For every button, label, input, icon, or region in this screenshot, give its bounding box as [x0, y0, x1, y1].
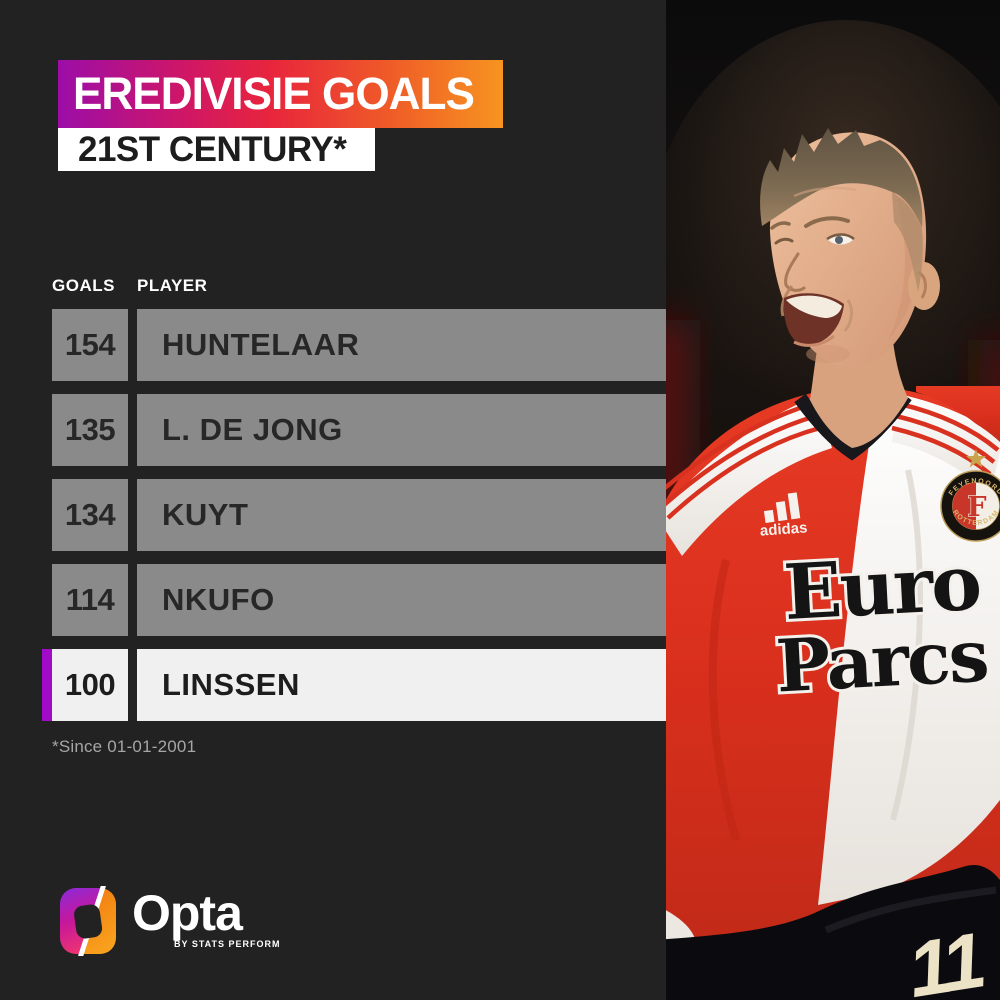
adidas-wordmark: adidas [759, 519, 808, 539]
player-name: LINSSEN [137, 649, 666, 721]
column-header-player: PLAYER [137, 276, 208, 295]
column-header-goals: GOALS [52, 276, 115, 295]
goals-value: 100 [52, 649, 128, 721]
player-name: HUNTELAAR [137, 309, 666, 381]
table-row: 134 KUYT [52, 479, 666, 551]
adidas-shoulder-stripes-left [666, 401, 821, 520]
shorts: 11 [666, 865, 1000, 1000]
table-row: 135 L. DE JONG [52, 394, 666, 466]
table-row: 154 HUNTELAAR [52, 309, 666, 381]
goals-value: 134 [52, 479, 128, 551]
goals-value: 114 [52, 564, 128, 636]
subtitle-banner: 21ST CENTURY* [58, 128, 375, 171]
opta-tagline: BY STATS PERFORM [174, 939, 281, 949]
shirt-hem [666, 910, 696, 943]
highlight-accent-bar [42, 649, 52, 721]
title-banner: EREDIVISIE GOALS [58, 60, 503, 128]
table-row-highlighted: 100 LINSSEN [42, 649, 666, 721]
shirt-sponsor: Euro Parcs [771, 535, 992, 712]
shaved-side [892, 192, 923, 292]
table-header: GOALS PLAYER [52, 276, 666, 295]
sponsor-line2: Parcs [774, 613, 989, 709]
adidas-logo: adidas [759, 492, 808, 540]
player-name: KUYT [137, 479, 666, 551]
sponsor-line1: Euro [782, 538, 982, 637]
shirt-fold [890, 469, 923, 821]
crest-star [966, 449, 986, 468]
player-name: NKUFO [137, 564, 666, 636]
player-head [760, 128, 940, 368]
adidas-shoulder-stripes-right [891, 401, 1000, 476]
svg-text:F: F [967, 492, 986, 523]
feyenoord-crest: F FEYENOORD ROTTERDAM [940, 449, 1000, 542]
nose [784, 252, 806, 292]
opta-logo-icon [60, 886, 116, 956]
hair [760, 128, 923, 228]
short-number: 11 [902, 916, 988, 1000]
goals-leaderboard: GOALS PLAYER 154 HUNTELAAR 135 L. DE JON… [42, 276, 666, 734]
smile [783, 293, 844, 347]
opta-wordmark: Opta [132, 885, 243, 941]
shirt-fold [708, 559, 740, 842]
footnote: *Since 01-01-2001 [52, 737, 197, 756]
player-photo: adidas Euro Parcs F FEYENOORD ROTTERDAM … [666, 0, 1000, 1000]
table-row: 114 NKUFO [52, 564, 666, 636]
branding: Opta BY STATS PERFORM [60, 886, 281, 956]
page-subtitle: 21ST CENTURY* [78, 129, 347, 169]
ear [908, 262, 940, 310]
far-eye [774, 237, 794, 245]
goals-value: 154 [52, 309, 128, 381]
player-name: L. DE JONG [137, 394, 666, 466]
page-title: EREDIVISIE GOALS [73, 68, 475, 119]
goals-value: 135 [52, 394, 128, 466]
